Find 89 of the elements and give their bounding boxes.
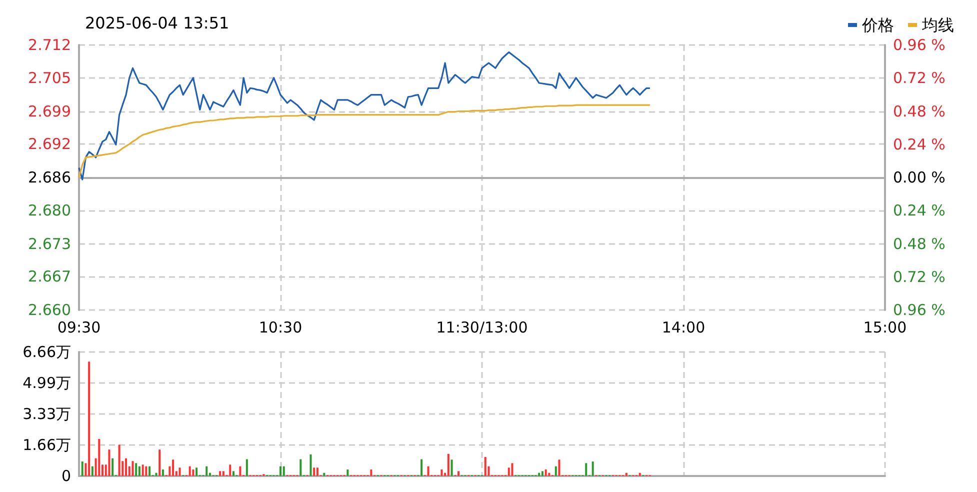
line-series — [78, 51, 651, 180]
bar — [232, 471, 234, 476]
y2-tick-label: 0.24 % — [893, 202, 946, 220]
bar — [420, 459, 423, 476]
bar — [192, 469, 194, 476]
bar — [98, 438, 100, 476]
bar — [142, 464, 144, 476]
bar — [125, 458, 128, 476]
bar — [541, 471, 544, 476]
x-tick-label: 09:30 — [57, 318, 101, 336]
y2-tick-label: 0.96 % — [893, 301, 946, 319]
y2-tick-label: 0.96 % — [893, 36, 946, 54]
bar — [585, 463, 588, 476]
bar — [511, 463, 514, 476]
bar — [457, 471, 460, 476]
bar — [370, 469, 372, 476]
y2-tick-label: 0.48 % — [893, 102, 946, 120]
bar — [316, 468, 318, 476]
y2-tick-label: 0.72 % — [893, 268, 946, 286]
bar — [188, 466, 191, 476]
y-tick-label: 2.692 — [28, 135, 71, 154]
line-series — [78, 104, 651, 178]
y-tick-label: 2.680 — [28, 201, 71, 220]
bar — [172, 460, 174, 476]
y-tick-label: 2.667 — [28, 268, 71, 286]
bar — [118, 444, 120, 476]
bar — [206, 466, 208, 476]
bar — [229, 464, 232, 476]
bar — [548, 472, 550, 476]
bar — [81, 461, 84, 476]
bar — [162, 469, 164, 476]
y-tick-label: 0 — [61, 467, 71, 485]
x-tick-label: 10:30 — [258, 318, 302, 336]
bar — [155, 472, 158, 476]
bar — [135, 463, 138, 476]
y-tick-label: 2.712 — [28, 36, 71, 54]
bar — [145, 466, 148, 476]
bar — [625, 472, 628, 476]
y-tick-label: 2.705 — [28, 68, 71, 87]
y-tick-label: 2.699 — [28, 102, 71, 120]
y2-tick-label: 0.48 % — [893, 234, 946, 253]
bar — [91, 466, 94, 476]
bar — [592, 461, 594, 476]
bar — [447, 454, 450, 476]
y-tick-label: 4.99万 — [22, 374, 71, 392]
y2-tick-label: 0.72 % — [893, 69, 946, 88]
bar — [246, 459, 248, 476]
x-tick-label: 14:00 — [662, 318, 706, 336]
bar — [178, 468, 181, 476]
y-tick-label: 3.33万 — [22, 405, 71, 423]
y-tick-label: 2.686 — [28, 168, 71, 186]
bar — [282, 466, 285, 476]
bar — [427, 466, 430, 476]
y-tick-label: 1.66万 — [22, 436, 71, 454]
bar — [222, 471, 224, 476]
y-tick-label: 6.66万 — [22, 343, 71, 361]
bar — [484, 457, 486, 476]
bar — [158, 450, 161, 476]
bar — [148, 466, 151, 476]
x-tick-label: 11:30/13:00 — [436, 318, 528, 336]
bar — [138, 466, 140, 476]
legend-label: 价格 — [861, 16, 894, 34]
y-tick-label: 2.660 — [28, 301, 71, 319]
bar — [323, 472, 326, 476]
y2-tick-label: 0.24 % — [893, 135, 946, 154]
bar — [313, 468, 316, 476]
bar — [310, 454, 312, 476]
bar — [196, 468, 198, 476]
bar — [132, 461, 134, 476]
bar — [88, 362, 90, 476]
bar — [544, 469, 547, 476]
x-tick-label: 15:00 — [863, 318, 907, 336]
bar — [300, 459, 302, 476]
chart-title: 2025-06-04 13:51 — [85, 14, 230, 32]
bar — [450, 460, 453, 476]
bar — [108, 450, 110, 476]
bar — [558, 460, 560, 476]
bar — [112, 458, 114, 476]
legend-label: 均线 — [921, 16, 954, 34]
bar — [219, 471, 222, 476]
bar — [538, 472, 540, 476]
bar — [638, 472, 641, 476]
bar — [346, 469, 349, 476]
bar — [239, 466, 242, 476]
y-tick-label: 2.673 — [28, 234, 71, 253]
bar — [554, 466, 557, 476]
y2-tick-label: 0.00 % — [893, 168, 946, 186]
bar — [280, 466, 282, 476]
bar — [440, 469, 443, 476]
